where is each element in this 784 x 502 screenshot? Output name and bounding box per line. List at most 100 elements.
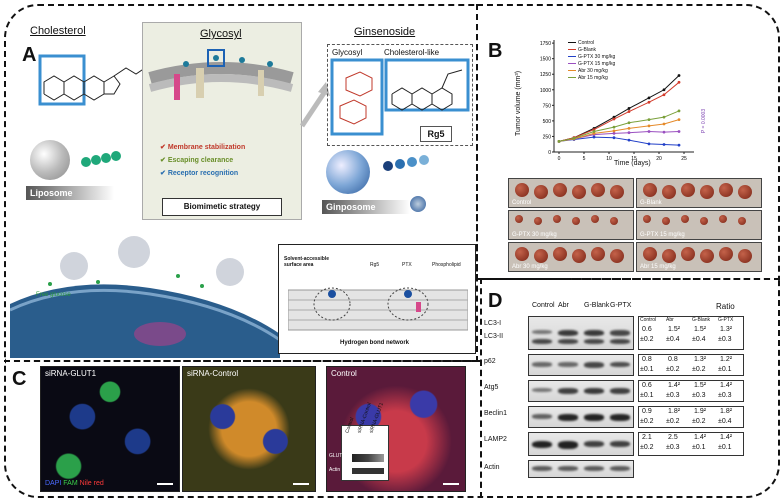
data-point [627,107,631,110]
band [558,330,578,336]
ratio-error: ±0.4 [666,336,680,343]
ratio-cell [638,406,744,428]
tumor [643,247,657,261]
ratio-cell [638,432,744,456]
cell-uptake-illustration [10,236,280,358]
ratio-value: 0.9 [642,408,652,415]
free-glucose-label: Free glucose [36,292,71,298]
inset-ptx-label: PTX [402,262,412,268]
tumor-photo: G-Blank [636,178,762,208]
micrograph-siRNA-GLUT1: siRNA-GLUT1 DAPI/FAM/Nile red [40,366,180,492]
data-point [612,129,616,133]
micrograph-siRNA-control: siRNA-Control [182,366,316,492]
legend-label: Abr 30 mg/kg [578,68,608,74]
legend-swatch [568,56,576,58]
series-line-1 [558,81,680,142]
protein-label: LAMP2 [484,436,507,443]
membrane-illustration [148,49,294,100]
lane-label: G-PTX [610,302,632,309]
ratio-value: 0.6 [642,382,652,389]
biomimetic-strategy-label: Biomimetic strategy [162,198,282,216]
band [532,362,552,367]
protein-label: Beclin1 [484,410,507,417]
y-tick-label: 1750 [540,41,551,47]
data-point [662,93,666,97]
rg5-chain-icon [383,155,429,171]
data-point [677,109,681,113]
tumor-photo-label: Control [512,200,532,206]
ratio-value: 1.4² [720,434,733,441]
y-tick-label: 250 [543,134,552,140]
tumor [643,183,657,197]
legend-entry: Control [568,40,615,47]
band [584,388,604,394]
wb-actin-label: Actin [329,467,341,473]
tumor [738,185,752,199]
tumor [719,183,733,197]
ratio-header: Control [640,317,657,323]
tumor [572,185,586,199]
ratio-title: Ratio [716,302,735,311]
band [610,441,630,447]
legend-entry: G-Blank [568,47,615,54]
scale-bar [293,483,309,485]
fam-label: FAM [63,480,78,487]
protein-label: LC3-II [484,333,504,340]
ratio-cell [638,354,744,376]
wb-glut1-band [352,454,384,462]
y-tick-label: 1000 [540,88,551,94]
band [610,466,630,471]
tumor [610,217,618,225]
tumor [700,185,714,199]
band [558,466,578,471]
tumor [534,249,548,263]
x-tick-label: 10 [606,156,612,162]
band [558,441,578,449]
lane-label: Control [532,302,555,309]
ratio-value: 1.2² [720,356,733,363]
data-point [647,142,651,146]
inset-solvent-label: Solvent-accessible surface area [284,256,330,268]
ratio-value: 1.3² [694,356,707,363]
micrograph-control: Control Control siRNA-Control siRNA-GLUT… [326,366,466,492]
ratio-value: 2.5 [668,434,678,441]
panel-label-b: B [488,40,503,62]
panel-label-d: D [488,290,503,312]
tumor [553,183,567,197]
band [584,362,604,368]
band [558,388,578,394]
inset-phospholipid-label: Phospholipid [432,262,461,268]
band [610,414,630,421]
cholesterol-structure [38,53,159,106]
tumor [662,249,676,263]
tumor [681,183,695,197]
legend-label: G-PTX 15 mg/kg [578,61,616,67]
cholesterol-chain-icon [81,151,121,167]
data-point [647,118,651,122]
ratio-error: ±0.2 [666,418,680,425]
tumor [610,185,624,199]
tumor [591,183,605,197]
micrograph-2-label: siRNA-Control [187,369,239,378]
tumor [515,247,529,261]
ratio-error: ±0.4 [692,336,706,343]
tumor [515,183,529,197]
data-point [627,110,631,113]
band [610,330,630,336]
western-blot-panel: Control Abr G-Blank G-PTX Ratio LC3-I LC3-II Co… [484,282,778,496]
tumor-photos: Control G-Blank G-PTX 30 mg/kg G-PTX 15 mg/… [508,178,764,274]
tumor [534,185,548,199]
data-point [627,121,631,125]
liposome-label: Liposome [26,186,114,200]
panel-d-border [480,278,780,498]
scale-bar [443,483,459,485]
data-point [612,131,616,135]
legend-entry: Abr 30 mg/kg [568,68,615,75]
ratio-error: ±0.1 [640,366,654,373]
data-point [677,118,681,122]
data-point [627,126,631,130]
tumor-photo-label: G-Blank [640,200,662,206]
ratio-cell [638,316,744,350]
liposome-sphere [30,140,70,180]
dapi-label: DAPI [45,480,62,487]
